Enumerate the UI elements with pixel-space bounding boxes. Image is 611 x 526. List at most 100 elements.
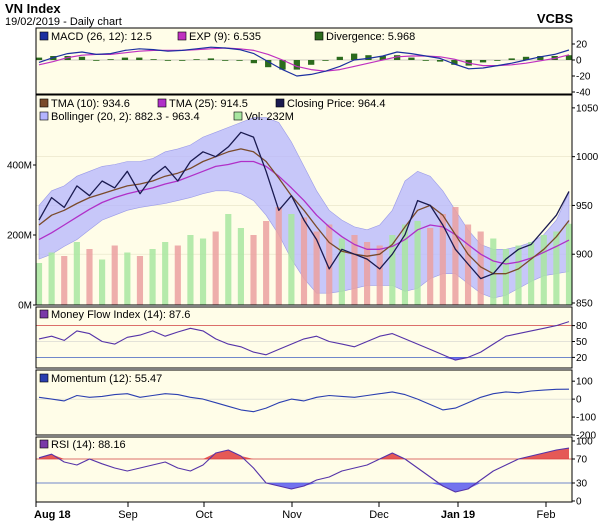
volume-bar: [477, 231, 484, 305]
chart-panels: MACD (26, 12): 12.5 EXP (9): 6.535 Diverge…: [7, 27, 599, 521]
volume-axis-label: 200M: [7, 231, 32, 242]
divergence-bar: [207, 58, 215, 60]
mfi-line: [38, 321, 570, 361]
volume-bar: [149, 249, 156, 305]
rsi-axis-tick-label: 100: [576, 437, 593, 448]
volume-bar: [99, 259, 106, 305]
volume-bar: [565, 223, 573, 305]
price-axis-tick-label: 850: [576, 299, 593, 310]
divergence-bar: [451, 60, 458, 65]
divergence-bar: [508, 58, 515, 60]
volume-bar: [427, 228, 434, 305]
macd-panel-frame: [35, 27, 573, 95]
volume-bar: [364, 242, 371, 305]
mfi-panel-frame: [35, 306, 573, 369]
divergence-bar: [379, 56, 386, 60]
divergence-bar: [150, 59, 157, 60]
volume-bar: [515, 245, 522, 305]
momentum-line: [38, 388, 570, 413]
divergence-bar: [322, 60, 329, 61]
divergence-bar: [250, 60, 258, 64]
volume-bar: [86, 249, 93, 305]
price-panel-frame: [35, 94, 573, 306]
divergence-bar: [422, 60, 429, 61]
volume-axis-label: 400M: [7, 161, 32, 172]
divergence-bar: [93, 60, 100, 61]
volume-bar: [187, 235, 194, 305]
rsi-axis-tick-label: 70: [576, 455, 588, 466]
volume-bar: [338, 238, 345, 305]
divergence-bar: [121, 57, 129, 60]
volume-bar: [136, 256, 144, 305]
tma25-legend: TMA (25): 914.5: [169, 98, 248, 110]
momentum-panel-bg: [36, 370, 572, 435]
momentum-panel-frame: [35, 369, 573, 436]
price-axis-tick-label: 900: [576, 250, 593, 261]
divergence-bar: [479, 60, 487, 63]
rsi-oversold-fill: [39, 483, 569, 492]
x-axis-label: Sep: [118, 509, 138, 521]
divergence-bar: [308, 60, 315, 65]
volume-bar: [553, 231, 560, 305]
volume-bar: [124, 252, 131, 305]
chart-subtitle: 19/02/2019 - Daily chart: [5, 16, 122, 28]
x-axis-label: Feb: [537, 509, 556, 521]
divergence-legend-swatch: [314, 31, 324, 41]
divergence-bar: [35, 57, 43, 60]
rsi-legend: RSI (14): 88.16: [51, 439, 126, 451]
rsi-legend-swatch: [39, 439, 49, 449]
closing-price-line: [38, 131, 570, 280]
volume-bar: [439, 214, 446, 305]
macd-axis-tick-label: 20: [576, 40, 588, 51]
divergence-bar: [336, 56, 343, 60]
bollinger-legend: Bollinger (20, 2): 882.3 - 963.4: [51, 111, 200, 123]
exp-legend-swatch: [177, 31, 187, 41]
momentum-axis-tick-label: -100: [576, 413, 596, 424]
macd-line: [38, 46, 570, 77]
rsi-line: [38, 447, 570, 493]
divergence-bar: [265, 60, 272, 68]
macd-axis-tick-label: -20: [576, 72, 591, 83]
exp-line: [38, 47, 570, 72]
x-axis-label: Aug 18: [34, 509, 71, 521]
volume-bar: [48, 252, 55, 305]
volume-bar: [414, 221, 421, 305]
volume-bar: [275, 207, 282, 305]
volume-bar: [351, 235, 358, 305]
divergence-legend: Divergence: 5.968: [326, 31, 415, 43]
divergence-bar: [164, 60, 172, 61]
divergence-bar: [522, 56, 530, 60]
mfi-panel-bg: [36, 307, 572, 368]
rsi-axis-tick-label: 30: [576, 479, 588, 490]
bollinger-legend-swatch: [39, 111, 49, 121]
volume-bar: [540, 235, 547, 305]
rsi-panel-bg: [36, 437, 572, 502]
momentum-axis-tick-label: 100: [576, 377, 593, 388]
exp-legend: EXP (9): 6.535: [189, 31, 261, 43]
divergence-bar: [537, 56, 544, 60]
volume-bar: [490, 238, 497, 305]
divergence-bar: [236, 60, 243, 61]
closing-price-legend-swatch: [275, 98, 285, 108]
chart-title: VN Index: [5, 1, 61, 16]
volume-bar: [250, 235, 257, 305]
volume-bar: [225, 214, 232, 305]
mfi-axis-tick-label: 20: [576, 353, 588, 364]
macd-axis-tick-label: 0: [576, 56, 582, 67]
tma10-line: [38, 148, 570, 275]
volume-bar: [162, 242, 169, 305]
divergence-bar: [436, 60, 444, 62]
volume-bar: [73, 242, 80, 305]
mfi-legend-swatch: [39, 309, 49, 319]
volume-legend: Vol: 232M: [245, 111, 294, 123]
divergence-bar: [393, 55, 401, 60]
price-axis-tick-label: 1050: [576, 103, 599, 114]
divergence-bar: [222, 60, 229, 61]
x-axis-label: Nov: [282, 509, 302, 521]
volume-bar: [237, 228, 244, 305]
source-label: VCBS: [537, 11, 573, 26]
volume-bar: [401, 224, 409, 305]
x-axis-label: Dec: [369, 509, 389, 521]
momentum-legend-swatch: [39, 373, 49, 383]
